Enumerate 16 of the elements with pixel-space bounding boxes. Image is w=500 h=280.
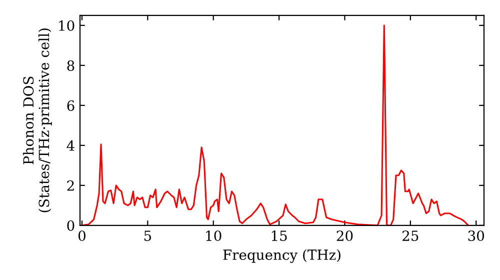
line-series xyxy=(81,24,469,226)
y-tick-label: 4 xyxy=(66,140,74,151)
x-tick-label: 20 xyxy=(336,230,353,242)
y-tick-label: 2 xyxy=(67,180,74,191)
x-tick-label: 15 xyxy=(272,230,287,242)
x-tick-label: 10 xyxy=(206,230,222,242)
y-tick-label: 8 xyxy=(67,60,74,71)
y-tick-label: 0 xyxy=(67,220,74,231)
x-axis-title: Frequency (THz) xyxy=(223,249,340,263)
y-tick-label: 10 xyxy=(59,20,74,31)
y-tick-label: 6 xyxy=(67,100,74,111)
y-axis-title: Phonon DOS (States/THz·primitive cell) xyxy=(22,28,52,212)
x-tick-label: 5 xyxy=(144,230,152,242)
x-tick-label: 25 xyxy=(402,230,418,242)
x-tick-label: 0 xyxy=(78,230,86,242)
x-tick-label: 30 xyxy=(468,230,484,242)
